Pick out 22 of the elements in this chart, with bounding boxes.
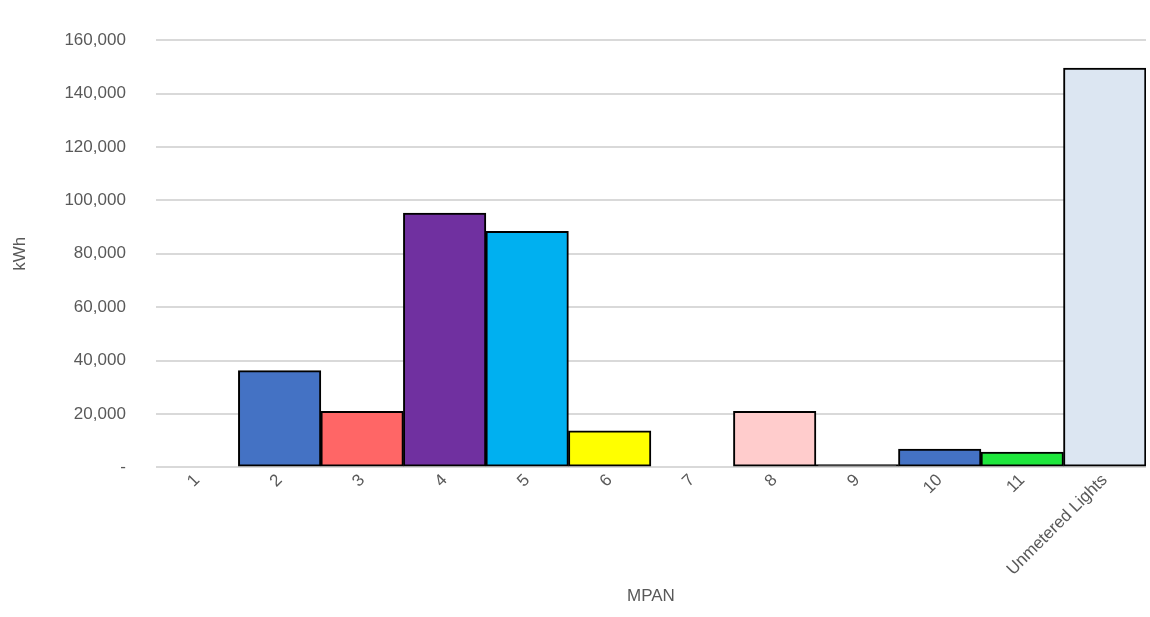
x-tick-label: 7	[678, 470, 699, 491]
x-tick-label: 9	[843, 470, 864, 491]
y-tick-label: 40,000	[73, 350, 126, 370]
y-tick-label: 100,000	[64, 190, 126, 210]
y-tick-label: 140,000	[64, 83, 126, 103]
x-tick-label: 4	[430, 470, 451, 491]
x-tick-label: 11	[1002, 470, 1029, 497]
y-tick-label: 160,000	[64, 29, 126, 49]
x-axis-title: MPAN	[627, 586, 675, 606]
y-tick-label: 20,000	[73, 403, 126, 423]
x-tick-label: 5	[513, 470, 534, 491]
y-axis-title: kWh	[9, 236, 29, 271]
x-tick-label: 3	[348, 470, 369, 491]
y-tick-label: 80,000	[73, 243, 126, 263]
x-tick-label: 2	[265, 470, 286, 491]
x-tick-label: 6	[595, 470, 616, 491]
x-tick-label: 8	[760, 470, 781, 491]
y-tick-label: 120,000	[64, 136, 126, 156]
y-tick-label: -	[120, 456, 126, 476]
x-tick-label: 10	[919, 470, 946, 498]
y-tick-label: 60,000	[73, 296, 126, 316]
x-tick-label: 1	[183, 470, 204, 491]
